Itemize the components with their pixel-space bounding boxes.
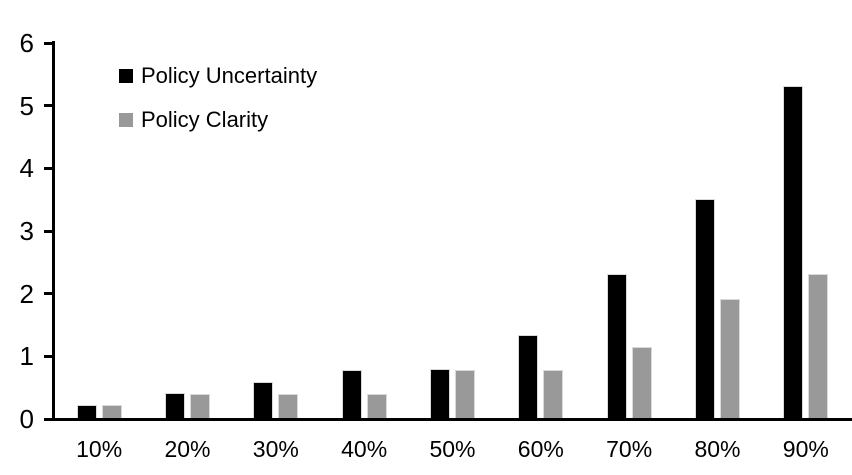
bar-policy-clarity-80%	[720, 298, 740, 418]
bar-policy-clarity-20%	[190, 394, 210, 418]
legend-label: Policy Clarity	[141, 107, 269, 132]
bar-policy-clarity-30%	[278, 394, 299, 418]
legend-item-policy-clarity: Policy Clarity	[119, 106, 317, 134]
chart-legend: Policy Uncertainty Policy Clarity	[119, 62, 317, 150]
bar-policy-clarity-50%	[455, 369, 475, 418]
y-axis-tick-2	[44, 292, 53, 296]
bar-policy-clarity-90%	[808, 273, 829, 418]
bar-policy-uncertainty-70%	[606, 273, 627, 418]
x-axis-label-60%: 60%	[517, 436, 564, 462]
y-axis-label-1: 1	[19, 341, 34, 372]
bar-policy-uncertainty-20%	[165, 392, 185, 418]
y-axis-label-0: 0	[19, 404, 34, 434]
y-axis-label-3: 3	[19, 216, 34, 246]
legend-label: Policy Uncertainty	[141, 63, 318, 88]
bar-policy-uncertainty-50%	[430, 369, 450, 418]
bar-policy-uncertainty-40%	[341, 370, 362, 418]
x-axis-label-20%: 20%	[164, 436, 211, 462]
y-axis-tick-0	[44, 417, 53, 421]
bar-policy-uncertainty-60%	[518, 334, 539, 418]
y-axis-tick-1	[44, 354, 53, 358]
bar-policy-clarity-10%	[101, 405, 122, 418]
legend-swatch-icon	[119, 113, 133, 127]
legend-item-policy-uncertainty: Policy Uncertainty	[119, 62, 317, 90]
y-axis-label-6: 6	[19, 28, 34, 58]
y-axis-tick-4	[44, 166, 53, 170]
bar-policy-uncertainty-90%	[783, 85, 804, 418]
x-axis-label-70%: 70%	[606, 436, 653, 462]
y-axis-label-4: 4	[19, 153, 34, 184]
y-axis-line	[52, 41, 55, 421]
legend-swatch-icon	[119, 69, 133, 83]
x-axis-label-40%: 40%	[341, 436, 388, 462]
x-axis-label-10%: 10%	[76, 436, 123, 462]
bar-policy-uncertainty-80%	[695, 198, 715, 418]
y-axis-tick-6	[44, 41, 53, 45]
bar-policy-uncertainty-10%	[76, 405, 97, 418]
bar-policy-clarity-60%	[543, 370, 564, 418]
y-axis-tick-3	[44, 229, 53, 233]
x-axis-label-90%: 90%	[782, 436, 829, 462]
bar-policy-clarity-70%	[631, 347, 652, 418]
bar-policy-uncertainty-30%	[253, 382, 274, 418]
x-axis-label-80%: 80%	[694, 436, 741, 462]
x-axis-label-30%: 30%	[252, 436, 299, 462]
y-axis-label-2: 2	[19, 278, 34, 309]
x-axis-label-50%: 50%	[429, 436, 476, 462]
bar-policy-clarity-40%	[366, 394, 387, 418]
x-axis-line	[52, 418, 852, 421]
y-axis-tick-5	[44, 104, 53, 108]
y-axis-label-5: 5	[19, 90, 34, 121]
